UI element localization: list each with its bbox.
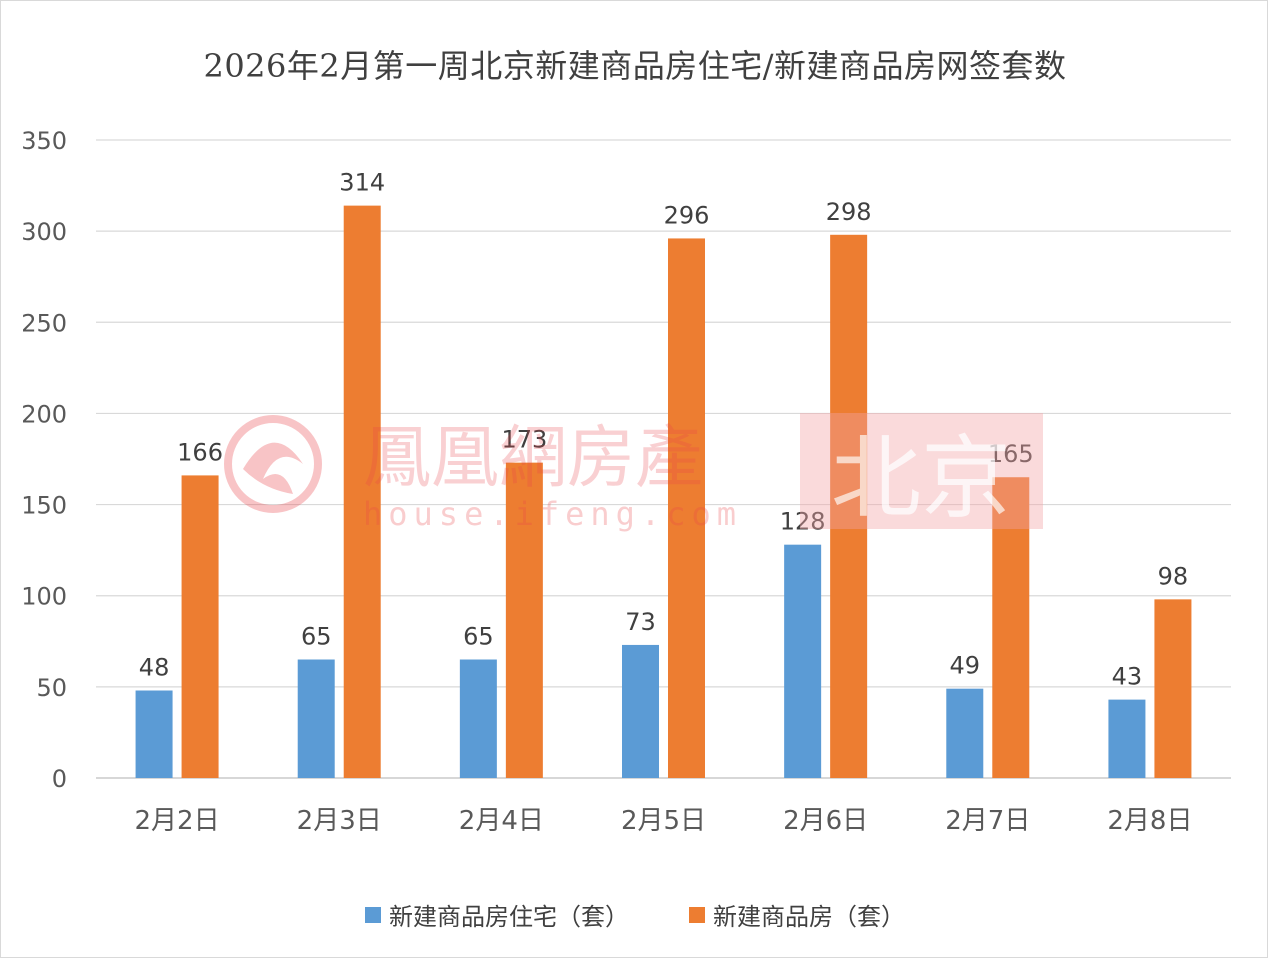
data-label: 49 — [950, 652, 981, 680]
data-label: 73 — [625, 608, 656, 636]
legend-label: 新建商品房（套） — [713, 903, 905, 931]
legend-item: 新建商品房（套） — [689, 897, 905, 932]
x-tick-label: 2月5日 — [621, 806, 706, 836]
chart-title: 2026年2月第一周北京新建商品房住宅/新建商品房网签套数 — [203, 47, 1067, 85]
y-tick-label: 100 — [21, 583, 67, 611]
bar — [1108, 699, 1146, 778]
bar — [668, 238, 705, 779]
legend-label: 新建商品房住宅（套） — [389, 903, 629, 931]
y-tick-label: 0 — [52, 765, 67, 793]
bar — [784, 544, 822, 778]
x-tick-label: 2月6日 — [783, 806, 868, 836]
y-tick-label: 150 — [21, 492, 67, 520]
y-tick-label: 50 — [36, 674, 67, 702]
y-tick-label: 300 — [21, 218, 67, 246]
data-label: 128 — [780, 508, 826, 536]
bar — [343, 205, 381, 778]
y-tick-label: 200 — [21, 400, 67, 428]
bar — [992, 477, 1030, 778]
bar — [505, 462, 543, 778]
bar — [135, 690, 173, 778]
bar — [946, 688, 984, 778]
data-label: 43 — [1112, 663, 1143, 691]
y-tick-label: 250 — [21, 309, 67, 337]
data-labels: 48 166 65 314 65 173 73 296 128 298 49 165 43 98 — [139, 169, 1188, 691]
data-label: 296 — [664, 201, 710, 229]
legend: 新建商品房住宅（套） 新建商品房（套） — [1, 897, 1268, 932]
data-label: 314 — [339, 169, 385, 197]
data-label: 65 — [301, 623, 332, 651]
legend-item: 新建商品房住宅（套） — [365, 897, 629, 932]
bar — [181, 475, 219, 778]
gridlines — [96, 139, 1231, 779]
data-label: 165 — [988, 440, 1034, 468]
data-label: 166 — [177, 438, 223, 466]
x-tick-label: 2月3日 — [297, 806, 382, 836]
data-label: 98 — [1158, 562, 1189, 590]
x-tick-label: 2月7日 — [945, 806, 1030, 836]
data-label: 48 — [139, 654, 170, 682]
y-axis-ticks: 0 50 100 150 200 250 300 350 — [21, 127, 67, 793]
bar — [1154, 599, 1192, 778]
x-tick-label: 2月2日 — [135, 806, 220, 836]
data-label: 65 — [463, 623, 494, 651]
y-tick-label: 350 — [21, 127, 67, 155]
bar — [830, 234, 868, 778]
x-tick-label: 2月4日 — [459, 806, 544, 836]
bars — [135, 205, 1192, 779]
x-axis-ticks: 2月2日 2月3日 2月4日 2月5日 2月6日 2月7日 2月8日 — [135, 806, 1193, 836]
bar — [459, 659, 497, 778]
legend-swatch — [365, 906, 381, 923]
bar — [297, 659, 335, 778]
x-tick-label: 2月8日 — [1107, 806, 1192, 836]
bar — [622, 644, 659, 778]
data-label: 298 — [826, 198, 872, 226]
data-label: 173 — [501, 426, 547, 454]
legend-swatch — [689, 906, 705, 923]
